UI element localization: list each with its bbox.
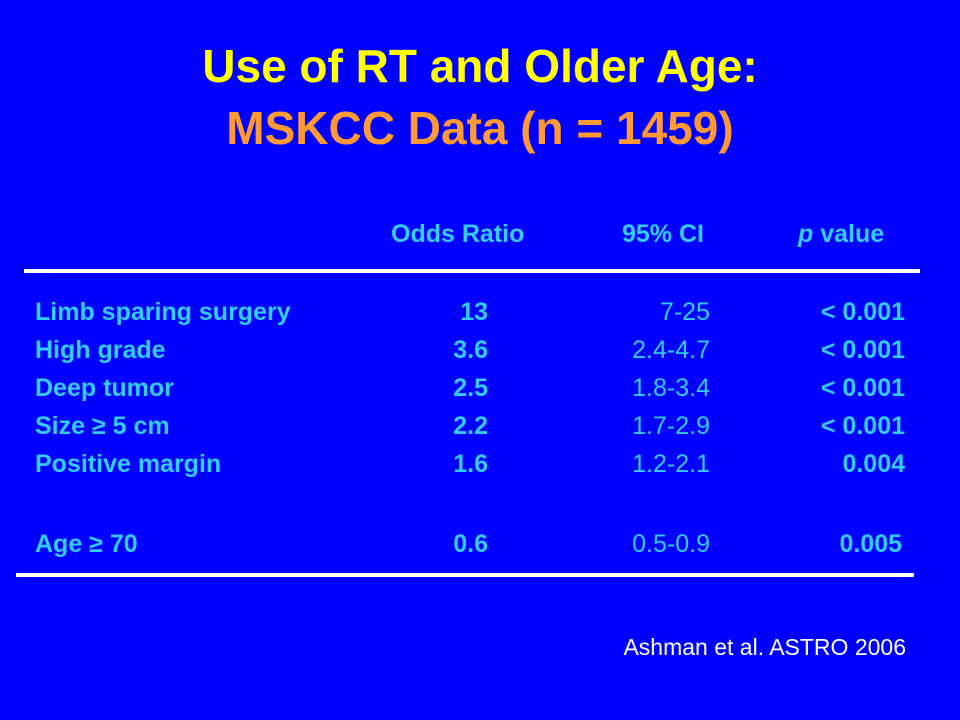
- row-odds-ratio: 0.6: [453, 530, 488, 558]
- row-odds-ratio: 13: [460, 298, 488, 326]
- row-ci: 1.7-2.9: [632, 412, 710, 440]
- row-p-value: < 0.001: [820, 336, 905, 364]
- row-odds-ratio: 1.6: [453, 450, 488, 478]
- row-label: Limb sparing surgery: [35, 298, 291, 326]
- row-ci: 0.5-0.9: [632, 530, 710, 558]
- row-ci: 1.2-2.1: [632, 450, 710, 478]
- table-top-rule: [24, 269, 920, 273]
- citation: Ashman et al. ASTRO 2006: [623, 634, 906, 660]
- row-odds-ratio: 2.2: [453, 412, 488, 440]
- row-p-value: < 0.001: [820, 374, 905, 402]
- header-p-italic: p: [798, 220, 814, 248]
- row-p-value: < 0.001: [820, 412, 905, 440]
- header-odds-ratio: Odds Ratio: [391, 220, 525, 248]
- table-row: Limb sparing surgery 13 7-25 < 0.001: [0, 293, 960, 331]
- slide-subtitle: MSKCC Data (n = 1459): [226, 102, 734, 154]
- row-ci: 2.4-4.7: [632, 336, 710, 364]
- row-odds-ratio: 3.6: [453, 336, 488, 364]
- row-p-value: < 0.001: [820, 298, 905, 326]
- header-p-value: p value: [798, 219, 884, 249]
- row-ci: 1.8-3.4: [632, 374, 710, 402]
- row-label: Size ≥ 5 cm: [35, 412, 170, 440]
- row-ci: 7-25: [659, 298, 710, 326]
- slide-title: Use of RT and Older Age:: [202, 40, 758, 92]
- table-row: Positive margin 1.6 1.2-2.1 0.004: [0, 445, 960, 483]
- table-row: Deep tumor 2.5 1.8-3.4 < 0.001: [0, 369, 960, 407]
- header-p-rest: value: [813, 220, 885, 248]
- row-label: Deep tumor: [35, 374, 174, 402]
- row-label: Age ≥ 70: [35, 530, 138, 558]
- table-row: Age ≥ 70 0.6 0.5-0.9 0.005: [0, 525, 960, 563]
- row-odds-ratio: 2.5: [453, 374, 488, 402]
- row-label: Positive margin: [35, 450, 222, 478]
- header-ci: 95% CI: [622, 220, 704, 248]
- table-row: Size ≥ 5 cm 2.2 1.7-2.9 < 0.001: [0, 407, 960, 445]
- row-p-value: 0.004: [842, 450, 905, 478]
- table-bottom-rule: [16, 573, 914, 577]
- table-row: High grade 3.6 2.4-4.7 < 0.001: [0, 331, 960, 369]
- row-p-value: 0.005: [839, 530, 902, 558]
- row-label: High grade: [35, 336, 166, 364]
